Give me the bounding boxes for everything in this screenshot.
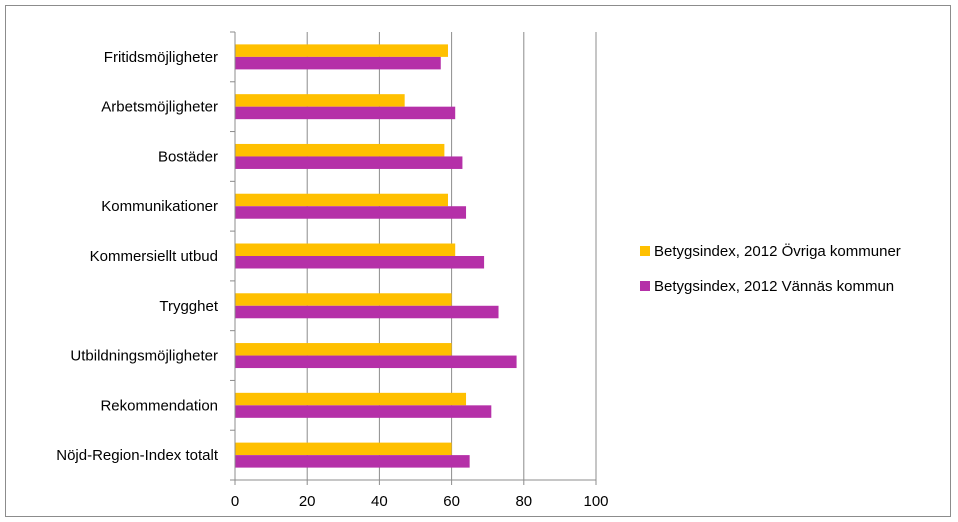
legend-swatch-vannas [640, 281, 650, 291]
x-tick-label-100: 100 [583, 493, 608, 510]
bar-vannas-1 [235, 106, 456, 120]
category-label-4: Kommersiellt utbud [90, 248, 218, 265]
legend-label-ovriga: Betygsindex, 2012 Övriga kommuner [654, 243, 901, 260]
x-tick-label-60: 60 [443, 493, 460, 510]
bar-vannas-0 [235, 56, 441, 70]
x-tick-label-40: 40 [371, 493, 388, 510]
bar-ovriga-7 [235, 392, 467, 406]
bar-ovriga-0 [235, 44, 448, 57]
bar-vannas-4 [235, 256, 485, 269]
bar-ovriga-2 [235, 143, 445, 157]
bar-ovriga-8 [235, 442, 452, 456]
bar-vannas-8 [235, 455, 470, 468]
legend-label-vannas: Betygsindex, 2012 Vännäs kommun [654, 278, 895, 295]
bar-vannas-2 [235, 156, 463, 169]
bar-ovriga-4 [235, 243, 456, 256]
category-label-2: Bostäder [158, 148, 218, 165]
x-tick-label-0: 0 [231, 493, 239, 510]
category-label-5: Trygghet [159, 298, 218, 315]
legend-item-vannas: Betygsindex, 2012 Vännäs kommun [640, 278, 894, 295]
legend-item-ovriga: Betygsindex, 2012 Övriga kommuner [640, 243, 901, 260]
category-label-1: Arbetsmöjligheter [101, 99, 218, 116]
category-label-6: Utbildningsmöjligheter [70, 348, 218, 365]
category-label-8: Nöjd-Region-Index totalt [56, 447, 219, 464]
bar-ovriga-1 [235, 94, 405, 107]
bar-ovriga-5 [235, 293, 452, 306]
x-tick-label-20: 20 [299, 493, 316, 510]
bar-vannas-7 [235, 405, 492, 418]
bar-vannas-3 [235, 206, 467, 219]
bar-vannas-5 [235, 305, 499, 319]
bar-vannas-6 [235, 355, 517, 369]
x-tick-label-80: 80 [515, 493, 532, 510]
bar-ovriga-6 [235, 343, 452, 356]
category-label-7: Rekommendation [100, 397, 218, 414]
category-label-0: Fritidsmöjligheter [104, 49, 218, 66]
bar-ovriga-3 [235, 193, 448, 207]
legend-swatch-ovriga [640, 246, 650, 256]
category-label-3: Kommunikationer [101, 198, 218, 215]
